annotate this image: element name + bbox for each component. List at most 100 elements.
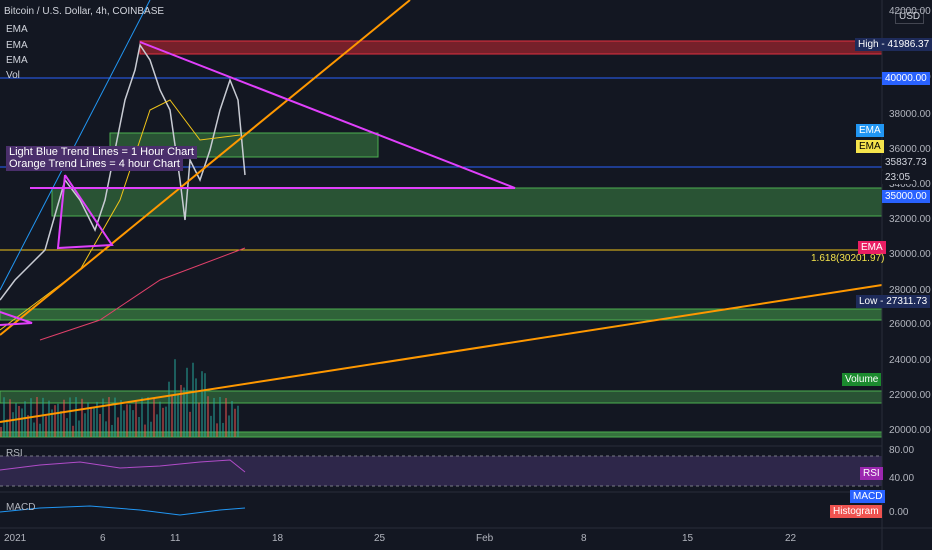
volume-bar bbox=[135, 400, 137, 437]
volume-bar bbox=[210, 415, 212, 437]
volume-bar bbox=[114, 397, 116, 437]
volume-bar bbox=[165, 406, 167, 437]
volume-bar bbox=[213, 397, 215, 437]
volume-bar bbox=[195, 378, 197, 437]
volume-bar bbox=[18, 406, 20, 437]
volume-bar bbox=[63, 399, 65, 437]
volume-bar bbox=[72, 425, 74, 437]
volume-bar bbox=[138, 417, 140, 437]
time-label: 11 bbox=[170, 533, 181, 544]
volume-bar bbox=[105, 421, 107, 437]
volume-bar bbox=[189, 411, 191, 437]
volume-bar bbox=[78, 420, 80, 437]
volume-bar bbox=[45, 416, 47, 437]
volume-bar bbox=[51, 409, 53, 437]
volume-bar bbox=[102, 398, 104, 437]
time-label: 25 bbox=[374, 533, 386, 544]
volume-bar bbox=[219, 397, 221, 437]
time-label: 15 bbox=[682, 533, 694, 544]
pane-name: RSI bbox=[6, 448, 23, 459]
volume-bar bbox=[228, 415, 230, 437]
volume-bar bbox=[99, 413, 101, 437]
price-label: 26000.00 bbox=[889, 319, 931, 330]
volume-bar bbox=[117, 417, 119, 437]
price-tag: Low - 27311.73 bbox=[856, 295, 931, 308]
volume-bar bbox=[162, 407, 164, 437]
volume-bar bbox=[87, 402, 89, 437]
volume-bar bbox=[174, 359, 176, 437]
volume-bar bbox=[96, 401, 98, 437]
price-label: 42000.00 bbox=[889, 6, 931, 17]
zone bbox=[0, 308, 883, 321]
currency[interactable]: USD bbox=[895, 9, 925, 24]
indicator: EMA bbox=[6, 55, 28, 66]
volume-bar bbox=[108, 397, 110, 437]
zone bbox=[51, 187, 883, 217]
volume-bar bbox=[69, 397, 71, 437]
volume-bar bbox=[234, 408, 236, 437]
time-label: Feb bbox=[476, 533, 494, 544]
volume-bar bbox=[159, 401, 161, 437]
macd-tag: MACD bbox=[850, 490, 886, 503]
rsi-band bbox=[0, 456, 882, 486]
volume-bar bbox=[42, 397, 44, 437]
volume-bar bbox=[66, 418, 68, 437]
volume-bar bbox=[93, 407, 95, 437]
macd-tag: Histogram bbox=[830, 505, 882, 518]
volume-bar bbox=[9, 399, 11, 437]
trend-line bbox=[0, 284, 883, 423]
volume-bar bbox=[168, 381, 170, 437]
trend-line bbox=[0, 0, 151, 291]
volume-bar bbox=[111, 424, 113, 437]
price-tag: 35837.73 bbox=[882, 156, 930, 169]
volume-bars bbox=[0, 359, 239, 437]
rsi-line bbox=[0, 459, 246, 473]
volume-bar bbox=[90, 406, 92, 437]
volume-bar bbox=[216, 423, 218, 437]
volume-bar bbox=[225, 398, 227, 437]
volume-bar bbox=[48, 400, 50, 437]
volume-bar bbox=[84, 413, 86, 437]
ema bbox=[39, 247, 246, 341]
price-label: 38000.00 bbox=[889, 109, 931, 120]
time-label: 8 bbox=[581, 533, 587, 544]
volume-bar bbox=[147, 397, 149, 437]
volume-bar bbox=[201, 371, 203, 437]
price-path bbox=[0, 43, 246, 301]
price-label: 22000.00 bbox=[889, 390, 931, 401]
resistance-zone bbox=[139, 40, 883, 55]
indicator: Vol bbox=[6, 70, 20, 81]
indicator: EMA bbox=[6, 24, 28, 35]
indicator: EMA bbox=[6, 40, 28, 51]
volume-bar bbox=[180, 384, 182, 437]
volume-bar bbox=[231, 401, 233, 437]
price-label: 20000.00 bbox=[889, 425, 931, 436]
price-label: 32000.00 bbox=[889, 214, 931, 225]
price-tag: Volume bbox=[842, 373, 882, 386]
triangle bbox=[0, 311, 33, 326]
price-tag: EMA bbox=[856, 124, 884, 137]
price-tag: EMA bbox=[858, 241, 886, 254]
price-label: 24000.00 bbox=[889, 355, 931, 366]
price-tag: 1.618(30201.97) bbox=[811, 253, 885, 264]
rsi-level: 80.00 bbox=[889, 445, 915, 456]
price-tag: 40000.00 bbox=[882, 72, 930, 85]
macd-level: 0.00 bbox=[889, 507, 909, 518]
price-tag: 35000.00 bbox=[882, 190, 930, 203]
volume-bar bbox=[150, 421, 152, 437]
title: Bitcoin / U.S. Dollar, 4h, COINBASE bbox=[4, 6, 165, 17]
time-label: 22 bbox=[785, 533, 797, 544]
price-label: 36000.00 bbox=[889, 144, 931, 155]
volume-bar bbox=[39, 423, 41, 437]
volume-bar bbox=[123, 410, 125, 437]
volume-bar bbox=[129, 404, 131, 437]
volume-bar bbox=[6, 419, 8, 437]
triangle bbox=[30, 41, 516, 189]
volume-bar bbox=[12, 412, 14, 437]
volume-bar bbox=[57, 403, 59, 437]
volume-bar bbox=[207, 396, 209, 437]
volume-bar bbox=[60, 411, 62, 437]
volume-bar bbox=[132, 410, 134, 437]
